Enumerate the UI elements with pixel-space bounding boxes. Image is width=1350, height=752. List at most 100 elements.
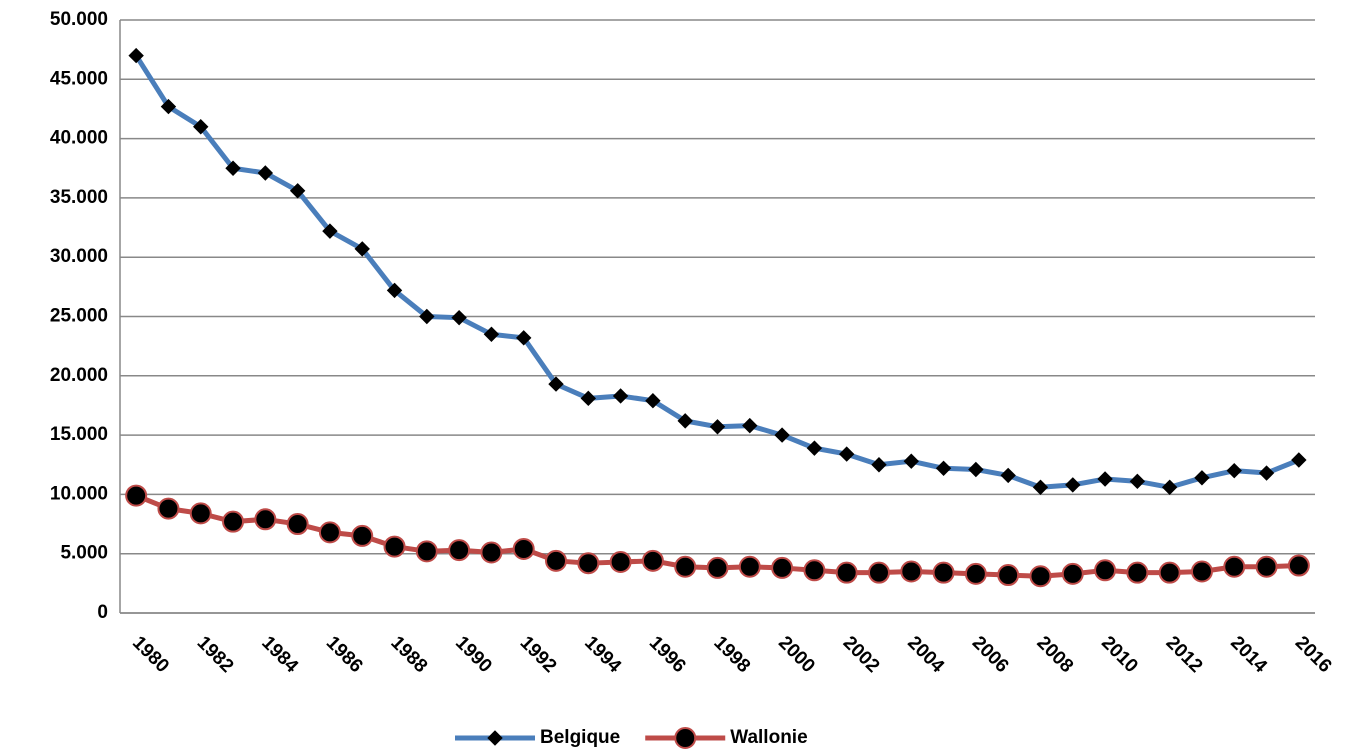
y-tick-label: 40.000 [50, 128, 108, 149]
grid [120, 19, 1315, 614]
data-point [774, 427, 790, 443]
y-tick-label: 5.000 [60, 543, 108, 564]
data-point [419, 308, 435, 325]
data-point [706, 556, 729, 579]
data-point [545, 549, 568, 572]
data-point [1126, 561, 1149, 584]
data-point [351, 524, 374, 547]
data-point [1000, 467, 1016, 484]
data-point [997, 564, 1020, 587]
x-tick-label: 2010 [1097, 632, 1142, 677]
x-tick-label: 2012 [1162, 632, 1207, 677]
x-tick-label: 2016 [1291, 632, 1336, 677]
data-point [835, 561, 858, 584]
data-point [803, 559, 826, 582]
data-point [903, 453, 919, 469]
x-tick-label: 1996 [645, 632, 690, 677]
y-tick-label: 45.000 [50, 68, 108, 89]
data-point [1194, 470, 1210, 486]
data-point [322, 223, 338, 239]
x-tick-label: 1984 [257, 632, 302, 677]
x-tick-label: 1990 [451, 632, 496, 677]
data-point [286, 513, 309, 536]
data-point [160, 98, 177, 115]
x-tick-label: 2002 [839, 632, 884, 677]
data-point [1287, 554, 1310, 577]
data-point [1161, 479, 1178, 495]
data-point [383, 535, 406, 558]
data-point [480, 541, 503, 564]
x-tick-label: 1988 [386, 632, 431, 677]
data-point [771, 556, 794, 579]
data-point [577, 552, 600, 575]
x-tick-label: 1994 [580, 632, 625, 677]
data-point [806, 440, 823, 456]
legend-label: Wallonie [730, 727, 807, 748]
data-point [677, 413, 693, 429]
y-tick-label: 15.000 [50, 424, 108, 445]
data-point [612, 388, 629, 404]
data-point [900, 560, 923, 583]
y-tick-label: 25.000 [50, 306, 108, 327]
data-point [742, 417, 758, 434]
data-point [1255, 555, 1278, 578]
y-tick-label: 50.000 [50, 9, 108, 30]
data-point [318, 521, 341, 544]
data-point [157, 497, 180, 520]
x-tick-label: 1998 [709, 632, 754, 677]
data-point [1097, 471, 1113, 487]
data-point [1029, 565, 1052, 588]
data-point [289, 183, 306, 199]
data-point [1190, 560, 1213, 583]
data-point [1291, 452, 1307, 468]
data-point [932, 561, 955, 584]
data-point [225, 160, 241, 176]
data-point [968, 461, 984, 478]
data-point [1226, 462, 1242, 479]
x-tick-label: 1982 [193, 632, 238, 677]
x-tick-label: 1992 [516, 632, 561, 677]
data-point [1032, 479, 1049, 495]
data-point [674, 555, 697, 578]
data-point [1065, 477, 1081, 493]
x-tick-label: 1980 [128, 632, 173, 677]
data-point [641, 549, 664, 572]
data-point [580, 390, 597, 407]
x-tick-label: 2008 [1032, 632, 1077, 677]
y-tick-label: 0 [97, 602, 108, 623]
legend-marker [487, 730, 503, 746]
y-tick-label: 30.000 [50, 246, 108, 267]
y-tick-label: 10.000 [50, 483, 108, 504]
data-point [871, 457, 887, 473]
data-point [1223, 555, 1246, 578]
data-point [451, 309, 467, 326]
x-tick-label: 2014 [1226, 632, 1271, 677]
data-point [609, 551, 632, 574]
data-point [838, 446, 855, 462]
data-point [935, 460, 952, 477]
data-point [709, 419, 726, 435]
x-tick-label: 2004 [903, 632, 948, 677]
y-tick-label: 20.000 [50, 365, 108, 386]
data-point [222, 510, 245, 533]
data-point [516, 330, 532, 346]
x-tick-label: 2000 [774, 632, 819, 677]
data-point [1094, 559, 1117, 582]
data-point [125, 484, 148, 507]
legend-marker [674, 727, 697, 749]
data-point [386, 282, 403, 299]
data-point [1129, 473, 1146, 490]
data-point [1061, 562, 1084, 585]
x-tick-label: 2006 [968, 632, 1013, 677]
data-point [964, 562, 987, 585]
data-point [1258, 465, 1275, 481]
data-point [193, 119, 209, 135]
y-tick-label: 35.000 [50, 187, 108, 208]
data-point [128, 47, 144, 64]
data-point [738, 555, 761, 578]
legend-label: Belgique [540, 727, 620, 748]
data-point [254, 508, 277, 531]
data-point [448, 539, 471, 562]
data-point [415, 540, 438, 563]
